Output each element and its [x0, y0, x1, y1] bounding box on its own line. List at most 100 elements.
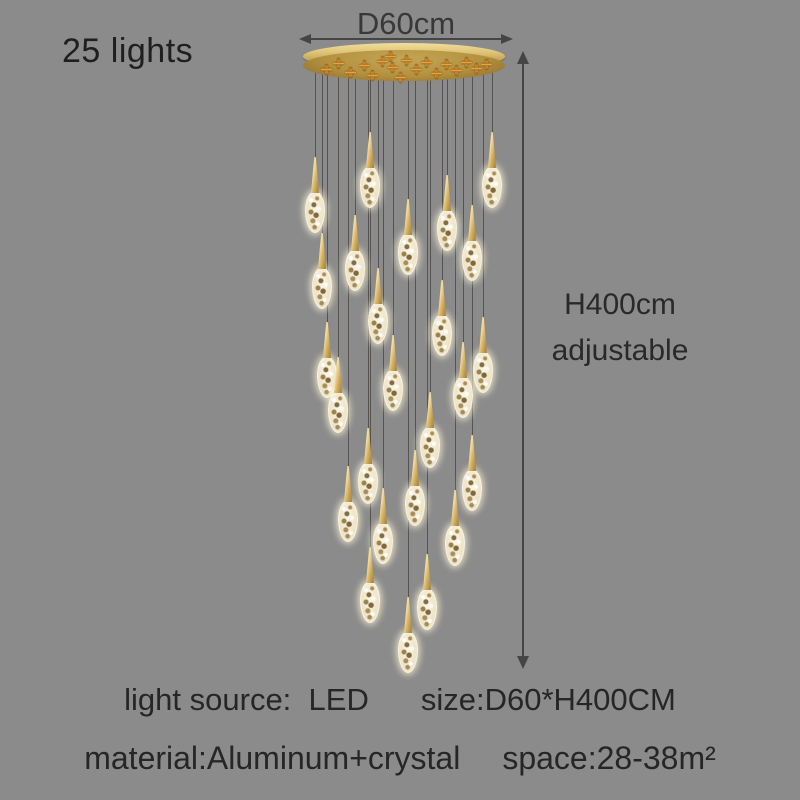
- pendant-light: [328, 357, 348, 433]
- pendant-cone: [364, 428, 372, 464]
- canopy-connector-icon: [320, 64, 332, 75]
- pendant-wire: [367, 72, 369, 430]
- pendant-light: [360, 132, 380, 208]
- pendant-wire: [454, 72, 456, 492]
- crystal-drop: [338, 500, 358, 542]
- pendant-light: [373, 488, 393, 564]
- canopy-connector-icon: [332, 58, 344, 69]
- canopy-connector-icon: [384, 51, 396, 62]
- arrow-up-icon: [517, 51, 529, 64]
- pendant-cone: [366, 132, 374, 168]
- lights-count-label: 25 lights: [62, 32, 194, 70]
- spec-line-1: light source: LED size:D60*H400CM: [0, 682, 800, 718]
- diameter-arrow: [299, 34, 513, 44]
- crystal-drop: [473, 351, 493, 393]
- spec-line-2: material:Aluminum+crystal space:28-38m²: [0, 740, 800, 777]
- canopy-connector-icon: [376, 56, 388, 67]
- pendant-wire: [407, 72, 409, 599]
- crystal-drop: [445, 524, 465, 566]
- pendant-cone: [318, 233, 326, 269]
- pendant-cone: [443, 175, 451, 211]
- height-arrow: [517, 51, 529, 669]
- pendant-cone: [423, 554, 431, 590]
- canopy-connector-icon: [358, 60, 370, 71]
- pendant-wire: [382, 72, 384, 490]
- canopy-connector-icon: [450, 65, 462, 76]
- pendant-cone: [411, 450, 419, 486]
- pendant-cone: [379, 488, 387, 524]
- crystal-drop: [462, 469, 482, 511]
- pendant-light: [445, 490, 465, 566]
- pendant-wire: [426, 72, 428, 556]
- pendant-wire: [462, 72, 464, 344]
- pendant-wire: [337, 72, 339, 359]
- crystal-drop: [383, 369, 403, 411]
- pendant-cone: [459, 342, 467, 378]
- canopy-connector-icon: [400, 55, 412, 66]
- pendant-light: [437, 175, 457, 251]
- pendant-cone: [426, 392, 434, 428]
- pendant-cone: [438, 280, 446, 316]
- pendant-light: [453, 342, 473, 418]
- canopy-connector-icon: [480, 59, 492, 70]
- canopy-connector-icon: [430, 68, 442, 79]
- height-label: H400cm: [564, 288, 676, 321]
- pendant-cone: [479, 317, 487, 353]
- crystal-drop: [462, 239, 482, 281]
- pendant-cone: [389, 335, 397, 371]
- pendant-cone: [404, 199, 412, 235]
- pendant-light: [462, 205, 482, 281]
- pendant-cone: [366, 547, 374, 583]
- space-spec: space:28-38m²: [502, 740, 716, 776]
- pendant-light: [420, 392, 440, 468]
- pendant-light: [338, 466, 358, 542]
- crystal-drop: [345, 249, 365, 291]
- canopy-connector-icon: [470, 63, 482, 74]
- light-source-spec: light source: LED: [124, 682, 369, 717]
- height-note: adjustable: [551, 334, 689, 367]
- canopy-connector-icon: [344, 67, 356, 78]
- canopy-connector-icon: [410, 64, 422, 75]
- pendant-wire: [377, 72, 379, 270]
- pendant-cone: [344, 466, 352, 502]
- crystal-drop: [312, 267, 332, 309]
- pendant-light: [405, 450, 425, 526]
- size-spec: size:D60*H400CM: [420, 682, 676, 717]
- arrow-right-icon: [501, 34, 513, 44]
- pendant-cone: [488, 132, 496, 168]
- pendant-light: [368, 268, 388, 344]
- pendant-light: [358, 428, 378, 504]
- pendant-light: [312, 233, 332, 309]
- arrow-left-icon: [299, 34, 311, 44]
- pendant-wire: [446, 72, 448, 177]
- pendant-cone: [468, 205, 476, 241]
- pendant-light: [482, 132, 502, 208]
- crystal-drop: [482, 166, 502, 208]
- crystal-drop: [360, 581, 380, 623]
- pendant-wire: [392, 72, 394, 337]
- pendant-light: [462, 435, 482, 511]
- pendant-cone: [351, 215, 359, 251]
- pendant-light: [417, 554, 437, 630]
- pendant-wire: [491, 72, 493, 134]
- crystal-drop: [398, 631, 418, 673]
- pendant-wire: [326, 72, 328, 324]
- material-spec: material:Aluminum+crystal: [84, 740, 461, 776]
- pendant-light: [473, 317, 493, 393]
- pendant-light: [398, 199, 418, 275]
- pendant-cone: [334, 357, 342, 393]
- pendant-wire: [354, 72, 356, 217]
- pendant-cone: [468, 435, 476, 471]
- height-label-group: H400cm adjustable: [538, 290, 702, 366]
- canopy-connector-icon: [460, 57, 472, 68]
- pendant-cone: [451, 490, 459, 526]
- crystal-drop: [453, 376, 473, 418]
- pendant-light: [305, 157, 325, 233]
- pendant-cone: [374, 268, 382, 304]
- pendant-cone: [323, 322, 331, 358]
- canopy-connector-icon: [394, 72, 406, 83]
- crystal-drop: [417, 588, 437, 630]
- pendant-wire: [321, 72, 323, 235]
